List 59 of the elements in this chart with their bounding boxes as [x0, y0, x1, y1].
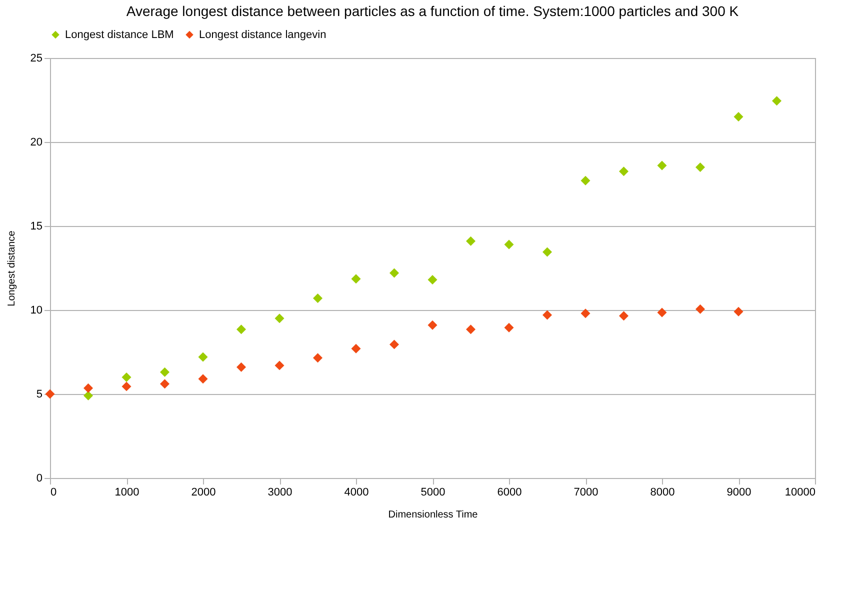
point	[734, 306, 744, 316]
point	[696, 162, 705, 172]
point	[428, 275, 438, 285]
x-tick-label: 0	[50, 486, 57, 498]
point	[390, 268, 399, 278]
point	[580, 176, 590, 186]
point	[657, 308, 667, 318]
point	[772, 96, 782, 106]
point	[313, 293, 322, 303]
point	[84, 383, 93, 393]
point	[84, 390, 93, 400]
point	[236, 324, 246, 334]
point	[466, 236, 476, 246]
point	[122, 372, 132, 382]
x-tick-label: 6000	[497, 486, 522, 498]
point	[274, 360, 284, 370]
x-tick-label: 7000	[574, 486, 598, 498]
point	[466, 324, 476, 334]
point	[542, 310, 552, 320]
point	[428, 320, 438, 330]
x-tick-label: 9000	[726, 486, 752, 498]
point	[504, 240, 514, 250]
point	[236, 362, 246, 372]
y-tick-label: 15	[30, 220, 42, 232]
y-tick-label: 10	[30, 304, 42, 316]
point	[160, 367, 170, 377]
x-tick-label: 3000	[268, 486, 292, 498]
point	[274, 314, 284, 324]
point	[580, 308, 590, 318]
point	[198, 374, 208, 384]
point	[198, 352, 208, 362]
point	[504, 322, 514, 332]
legend-label: Longest distance langevin	[199, 28, 326, 41]
x-tick-label: 8000	[650, 486, 675, 498]
x-tick-label: 10000	[784, 486, 816, 498]
y-tick-label: 5	[36, 388, 42, 400]
x-tick-label: 5000	[420, 486, 446, 498]
x-axis-title: Dimensionless Time	[388, 510, 478, 520]
point	[542, 247, 552, 257]
point	[619, 166, 628, 176]
point	[313, 353, 322, 363]
y-tick-label: 0	[36, 472, 42, 484]
x-tick-label: 4000	[344, 486, 369, 498]
y-axis-title: Longest distance	[6, 230, 18, 306]
point	[619, 311, 628, 321]
point	[160, 379, 170, 389]
point	[390, 340, 399, 350]
y-tick-label: 20	[30, 136, 42, 148]
y-tick-label: 25	[30, 52, 42, 64]
x-tick-label: 2000	[191, 486, 216, 498]
legend-label: Longest distance LBM	[65, 28, 174, 41]
x-tick-label: 1000	[114, 486, 140, 498]
point	[696, 304, 705, 314]
chart-title: Average longest distance between particles as a function of time. System:1000 particles and 300 K	[126, 3, 740, 19]
point	[657, 160, 667, 170]
point	[351, 344, 361, 354]
point	[122, 382, 132, 392]
point	[734, 112, 744, 122]
point	[351, 274, 361, 284]
